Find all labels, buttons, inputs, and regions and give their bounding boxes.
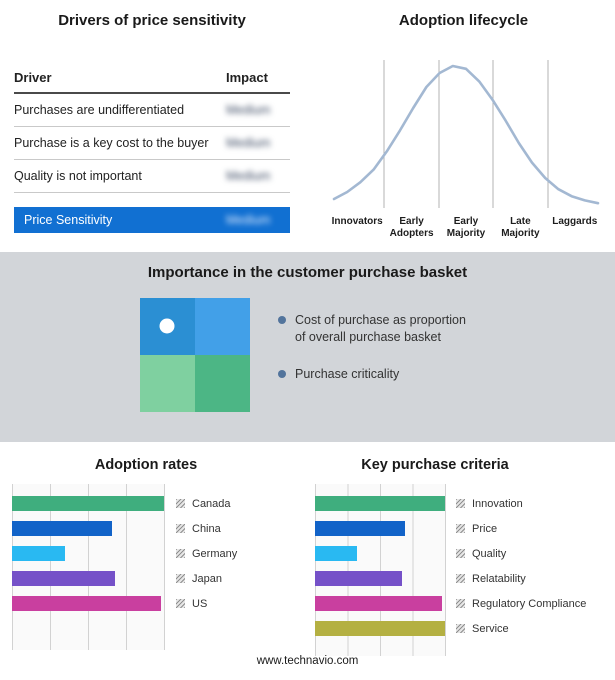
category-legend-item: Japan <box>176 571 237 586</box>
quadrant-top-right <box>195 298 250 355</box>
position-marker-dot <box>159 318 175 334</box>
bar-us <box>12 596 161 611</box>
hatch-swatch-icon <box>456 549 465 558</box>
hatch-swatch-icon <box>176 574 185 583</box>
key-purchase-criteria-plot <box>315 484 446 656</box>
bar-quality <box>315 546 357 561</box>
bar-japan <box>12 571 116 586</box>
category-legend-item: Price <box>456 521 586 536</box>
impact-column-header: Impact <box>226 70 268 85</box>
category-label: Innovation <box>472 497 523 510</box>
category-legend-item: Innovation <box>456 496 586 511</box>
impact-cell-blurred: Medium <box>226 169 271 183</box>
driver-cell: Purchases are undifferentiated <box>14 103 185 117</box>
category-legend-item: Regulatory Compliance <box>456 596 586 611</box>
stage-label-late-majority: Late Majority <box>501 216 540 239</box>
driver-cell: Quality is not important <box>14 169 142 183</box>
legend-item: Purchase criticality <box>278 366 478 383</box>
hatch-swatch-icon <box>456 574 465 583</box>
lifecycle-stage-labels: Innovators Early Adopters Early Majority… <box>330 216 602 240</box>
stage-label-early-adopters: Early Adopters <box>389 216 434 239</box>
drivers-table: Driver Impact Purchases are undifferenti… <box>14 64 290 233</box>
bar-regulatory-compliance <box>315 596 443 611</box>
category-label: Japan <box>192 572 222 585</box>
category-label: US <box>192 597 208 610</box>
hatch-swatch-icon <box>456 624 465 633</box>
quadrant-bottom-left <box>140 355 195 412</box>
category-legend-item: Quality <box>456 546 586 561</box>
bar-canada <box>12 496 164 511</box>
basket-legend: Cost of purchase as proportion of overal… <box>278 312 478 403</box>
category-legend-item: Relatability <box>456 571 586 586</box>
summary-impact-blurred: Medium <box>226 213 271 227</box>
hatch-swatch-icon <box>176 499 185 508</box>
hatch-swatch-icon <box>176 549 185 558</box>
summary-label: Price Sensitivity <box>24 213 113 227</box>
purchase-basket-band: Importance in the customer purchase bask… <box>0 252 615 442</box>
drivers-table-header: Driver Impact <box>14 64 290 94</box>
stage-label-innovators: Innovators <box>331 216 383 227</box>
category-legend-item: China <box>176 521 237 536</box>
legend-text: Cost of purchase as proportion of overal… <box>295 313 466 344</box>
table-row: Quality is not important Medium <box>14 160 290 193</box>
category-legend-item: Canada <box>176 496 237 511</box>
category-legend-item: US <box>176 596 237 611</box>
table-row: Purchases are undifferentiated Medium <box>14 94 290 127</box>
category-label: Germany <box>192 547 238 560</box>
category-label: Canada <box>192 497 231 510</box>
key-purchase-criteria-legend: Innovation Price Quality Relatability Regula… <box>456 496 586 646</box>
lifecycle-panel-title: Adoption lifecycle <box>398 12 529 29</box>
bar-service <box>315 621 445 636</box>
legend-text: Purchase criticality <box>295 366 400 381</box>
bullet-icon <box>278 316 286 324</box>
impact-cell-blurred: Medium <box>226 136 271 150</box>
category-label: China <box>192 522 221 535</box>
drivers-panel-title: Drivers of price sensitivity <box>58 12 246 29</box>
bar-relatability <box>315 571 403 586</box>
category-label: Regulatory Compliance <box>472 597 587 610</box>
purchase-basket-quadrant <box>140 298 250 412</box>
stage-label-laggards: Laggards <box>552 216 598 227</box>
impact-cell-blurred: Medium <box>226 103 271 117</box>
category-label: Relatability <box>472 572 526 585</box>
table-row: Purchase is a key cost to the buyer Medi… <box>14 127 290 160</box>
bullet-icon <box>278 369 286 378</box>
driver-column-header: Driver <box>14 70 52 85</box>
website-url: www.technavio.com <box>256 655 359 667</box>
category-legend-item: Germany <box>176 546 237 561</box>
adoption-rates-plot <box>12 484 165 650</box>
category-legend-item: Service <box>456 621 586 636</box>
adoption-lifecycle-chart <box>332 60 600 208</box>
hatch-swatch-icon <box>456 599 465 608</box>
quadrant-bottom-right <box>195 355 250 412</box>
adoption-rates-legend: Canada China Germany Japan US <box>176 496 237 621</box>
driver-cell: Purchase is a key cost to the buyer <box>14 136 209 150</box>
hatch-swatch-icon <box>456 499 465 508</box>
legend-item: Cost of purchase as proportion of overal… <box>278 312 478 346</box>
stage-label-early-majority: Early Majority <box>446 216 486 239</box>
adoption-rates-title: Adoption rates <box>94 457 198 473</box>
bell-curve <box>332 64 600 205</box>
category-label: Service <box>472 622 509 635</box>
price-sensitivity-summary-row: Price Sensitivity Medium <box>14 207 290 233</box>
key-purchase-criteria-title: Key purchase criteria <box>361 457 509 473</box>
hatch-swatch-icon <box>176 524 185 533</box>
bar-china <box>12 521 113 536</box>
bar-germany <box>12 546 66 561</box>
category-label: Quality <box>472 547 507 560</box>
hatch-swatch-icon <box>176 599 185 608</box>
bar-innovation <box>315 496 445 511</box>
hatch-swatch-icon <box>456 524 465 533</box>
bar-price <box>315 521 405 536</box>
basket-panel-title: Importance in the customer purchase bask… <box>147 264 468 281</box>
category-label: Price <box>472 522 498 535</box>
